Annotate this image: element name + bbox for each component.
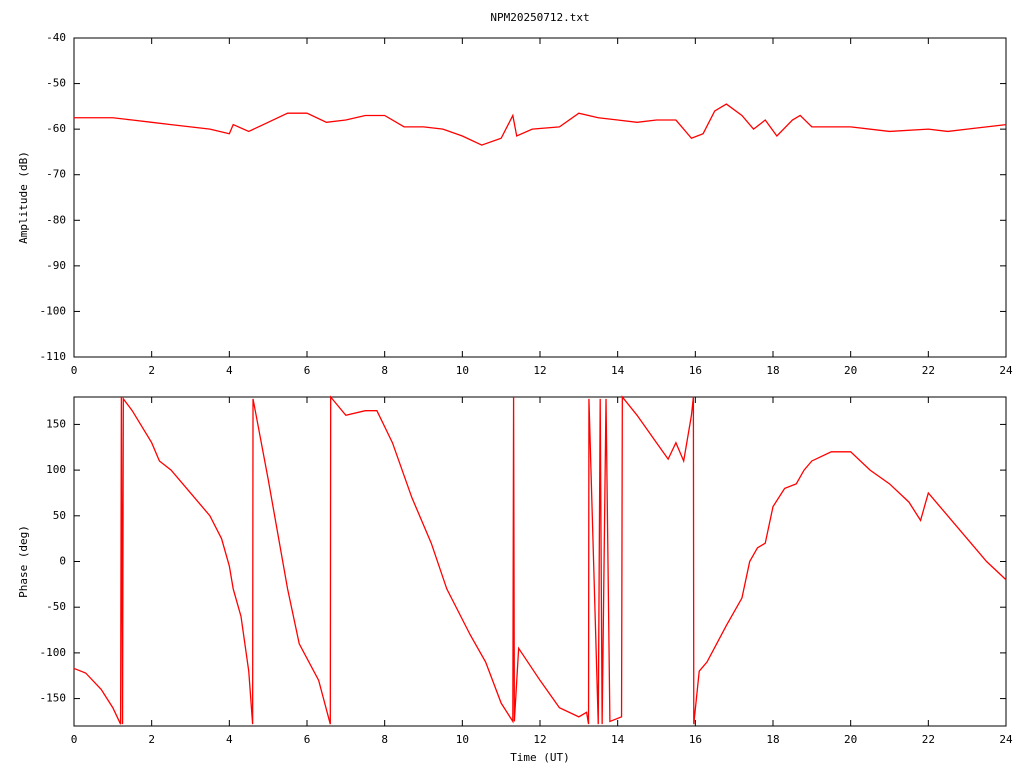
- x-tick-label: 12: [533, 364, 546, 377]
- x-tick-label: 18: [766, 364, 779, 377]
- plot-frame: [73, 37, 1007, 358]
- x-tick-label: 2: [148, 364, 155, 377]
- x-tick-label: 0: [71, 733, 78, 746]
- x-tick-label: 10: [456, 733, 469, 746]
- x-tick-label: 12: [533, 733, 546, 746]
- x-tick-label: 18: [766, 733, 779, 746]
- plot-frame: [73, 396, 1007, 727]
- x-tick-label: 24: [999, 364, 1013, 377]
- data-line: [73, 395, 1007, 725]
- x-tick-label: 4: [226, 364, 233, 377]
- y-tick-label: -60: [46, 122, 66, 135]
- x-tick-label: 6: [304, 364, 311, 377]
- x-tick-label: 10: [456, 364, 469, 377]
- x-tick-label: 0: [71, 364, 78, 377]
- y-axis-label: Amplitude (dB): [17, 151, 30, 244]
- y-tick-label: -150: [40, 692, 67, 705]
- x-tick-label: 8: [381, 733, 388, 746]
- y-tick-label: -90: [46, 259, 66, 272]
- y-tick-label: -80: [46, 213, 66, 226]
- x-tick-label: 6: [304, 733, 311, 746]
- x-tick-label: 22: [922, 364, 935, 377]
- x-tick-label: 16: [689, 733, 702, 746]
- x-tick-label: 4: [226, 733, 233, 746]
- x-tick-label: 2: [148, 733, 155, 746]
- y-tick-label: -110: [40, 350, 67, 363]
- x-tick-label: 22: [922, 733, 935, 746]
- data-line: [74, 103, 1007, 146]
- x-tick-label: 14: [611, 733, 625, 746]
- y-tick-label: -70: [46, 168, 66, 181]
- x-tick-label: 8: [381, 364, 388, 377]
- y-tick-label: -100: [40, 646, 67, 659]
- y-tick-label: 0: [59, 555, 66, 568]
- y-tick-label: -40: [46, 31, 66, 44]
- y-tick-label: 150: [46, 417, 66, 430]
- x-tick-label: 20: [844, 733, 857, 746]
- x-tick-label: 24: [999, 733, 1013, 746]
- y-tick-label: -50: [46, 77, 66, 90]
- y-tick-label: -100: [40, 304, 67, 317]
- x-tick-label: 16: [689, 364, 702, 377]
- y-tick-label: 100: [46, 463, 66, 476]
- x-tick-label: 14: [611, 364, 625, 377]
- x-axis-label: Time (UT): [510, 751, 570, 764]
- y-tick-label: -50: [46, 600, 66, 613]
- y-tick-label: 50: [53, 509, 66, 522]
- x-tick-label: 20: [844, 364, 857, 377]
- y-axis-label: Phase (deg): [17, 525, 30, 598]
- chart-title: NPM20250712.txt: [490, 11, 589, 24]
